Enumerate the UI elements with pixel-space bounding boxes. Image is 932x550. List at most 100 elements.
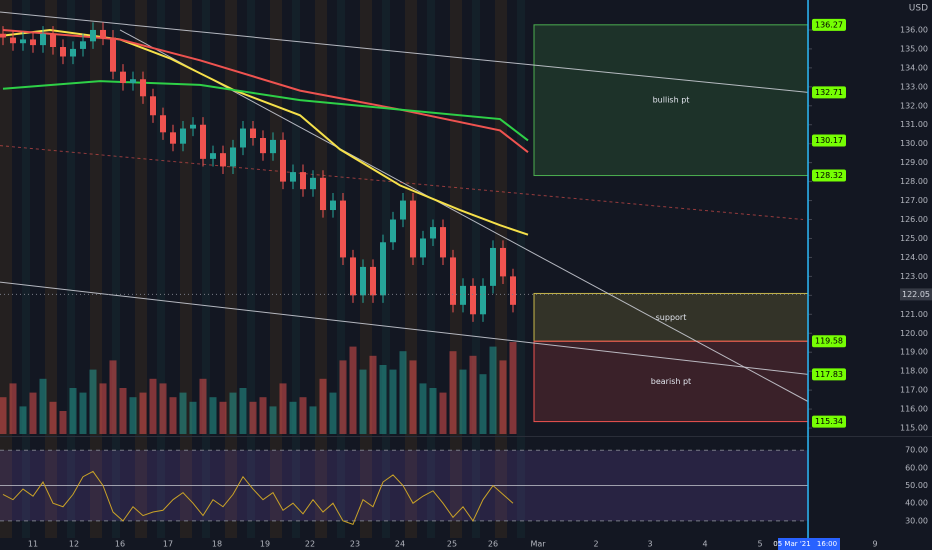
rsi-tick-label: 40.00: [905, 499, 928, 508]
candle-body: [190, 124, 196, 129]
zone-label: bearish pt: [651, 377, 691, 386]
volume-bar: [169, 397, 177, 434]
volume-bar: [359, 369, 367, 434]
y-tick-label: 117.00: [900, 386, 928, 395]
candle-body: [360, 266, 366, 296]
volume-bar: [429, 388, 437, 434]
volume-bar: [59, 411, 67, 434]
volume-bar: [19, 406, 27, 434]
price-tag: [812, 169, 846, 182]
x-tick-label: 17: [163, 540, 173, 549]
candle-body: [380, 242, 386, 296]
price-tag: [812, 86, 846, 99]
y-tick-label: 125.00: [900, 234, 928, 243]
volume-bar: [339, 360, 347, 434]
candle-body: [150, 96, 156, 116]
volume-bar: [449, 351, 457, 434]
candle-body: [260, 138, 266, 154]
currency: USD: [909, 4, 928, 14]
rsi-line: [2, 470, 514, 526]
candle-body: [240, 128, 246, 148]
candle-body: [390, 219, 396, 243]
volume-bar: [279, 383, 287, 434]
candle-body: [320, 177, 326, 211]
volume-bar: [139, 392, 147, 434]
y-tick-label: 121.00: [900, 310, 928, 319]
price-tag-label: 132.71: [815, 88, 843, 97]
candle-body: [250, 128, 256, 139]
candle-body: [0, 33, 6, 38]
volume-bar: [9, 383, 17, 434]
last-price-tag: [900, 288, 932, 301]
price-tag: [812, 415, 846, 428]
y-tick-label: 135.00: [900, 44, 928, 53]
y-tick-label: 131.00: [900, 120, 928, 129]
volume-bar: [109, 360, 117, 434]
candle-body: [230, 147, 236, 167]
candle-body: [280, 139, 286, 182]
trendline: [0, 11, 808, 93]
candle-body: [350, 257, 356, 296]
candle-body: [370, 266, 376, 296]
x-tick-label: 24: [395, 540, 405, 549]
moving-average: [2, 80, 529, 142]
volume-bar: [69, 388, 77, 434]
rsi-tick-label: 50.00: [905, 481, 928, 490]
candle-body: [20, 39, 26, 44]
rsi-tick-label: 70.00: [905, 446, 928, 455]
candle-body: [400, 200, 406, 220]
volume-bar: [199, 378, 207, 434]
y-tick-label: 136.00: [900, 25, 928, 34]
x-tick-label: 11: [28, 540, 38, 549]
x-tick-label: 9: [872, 540, 877, 549]
volume-bar: [0, 397, 7, 434]
volume-bar: [419, 383, 427, 434]
y-tick-label: 133.00: [900, 82, 928, 91]
volume-bar: [129, 397, 137, 434]
volume-bar: [29, 392, 37, 434]
candle-body: [90, 29, 96, 42]
volume-bar: [259, 397, 267, 434]
candle-body: [80, 41, 86, 49]
y-tick-label: 129.00: [900, 158, 928, 167]
trendline: [0, 281, 808, 375]
candle-body: [100, 29, 106, 38]
x-tick-label: 3: [647, 540, 652, 549]
zone-label: bullish pt: [653, 96, 690, 105]
volume-bar: [409, 360, 417, 434]
volume-bar: [309, 406, 317, 434]
x-tick-label: 18: [212, 540, 222, 549]
price-tag-label: 128.32: [815, 171, 843, 180]
x-tick-label: 4: [702, 540, 707, 549]
volume-bar: [439, 392, 447, 434]
zone: [533, 24, 808, 177]
candle-body: [500, 247, 506, 277]
volume-bar: [99, 383, 107, 434]
volume-bar: [379, 365, 387, 434]
volume-bar: [509, 342, 517, 434]
volume-bar: [319, 378, 327, 434]
volume-bar: [479, 374, 487, 434]
y-tick-label: 130.00: [900, 139, 928, 148]
candle-body: [200, 124, 206, 159]
candle-body: [10, 37, 16, 44]
candle-body: [440, 227, 446, 258]
candle-body: [340, 200, 346, 258]
y-tick-label: 123.00: [900, 272, 928, 281]
volume-bar: [269, 406, 277, 434]
candle-body: [180, 128, 186, 144]
x-tick-label: 2: [593, 540, 598, 549]
candle-body: [120, 71, 126, 84]
candle-body: [210, 153, 216, 159]
volume-bar: [39, 378, 47, 434]
x-tick-label: Mar: [530, 540, 546, 549]
price-tag-label: 130.17: [815, 136, 843, 145]
zone: [533, 340, 808, 423]
volume-bar: [219, 401, 227, 434]
volume-bar: [49, 401, 57, 434]
candle-body: [510, 276, 516, 305]
y-tick-label: 134.00: [900, 63, 928, 72]
cursor-time: 16:00: [817, 540, 837, 548]
y-tick-label: 119.00: [900, 348, 928, 357]
candle-body: [70, 48, 76, 57]
